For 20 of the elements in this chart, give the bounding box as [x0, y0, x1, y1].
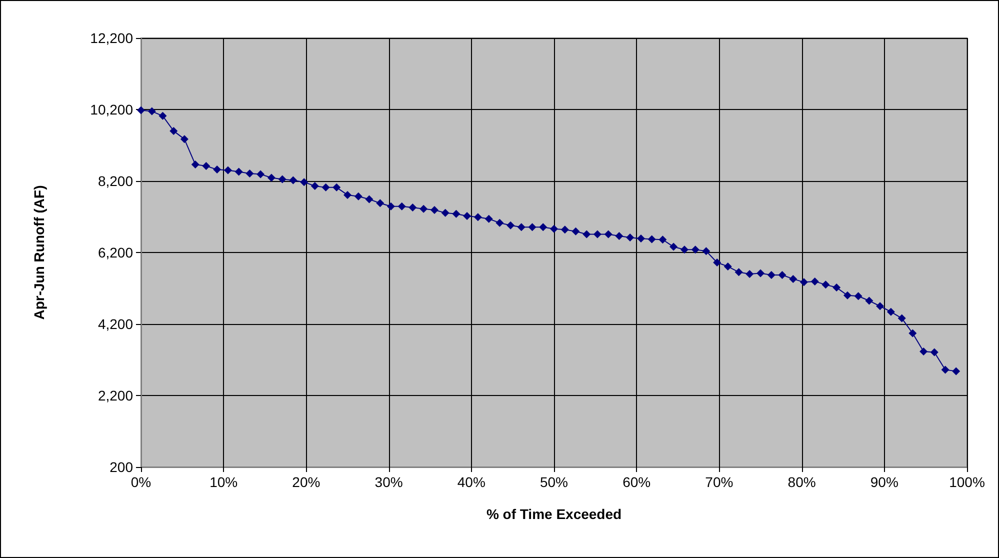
y-axis-title: Apr-Jun Runoff (AF) — [31, 185, 47, 320]
y-tick-label: 10,200 — [90, 102, 134, 118]
x-axis-title: % of Time Exceeded — [486, 506, 622, 522]
x-tick-label: 0% — [130, 474, 152, 490]
y-tick-label: 200 — [110, 459, 134, 475]
x-tick-label: 90% — [870, 474, 898, 490]
y-tick-label: 2,200 — [98, 388, 134, 404]
x-tick-label: 30% — [374, 474, 403, 490]
x-tick-label: 10% — [210, 474, 238, 490]
x-tick-label: 80% — [788, 474, 816, 490]
x-tick-label: 40% — [457, 474, 486, 490]
x-tick-label: 50% — [540, 474, 568, 490]
y-tick-label: 8,200 — [98, 173, 134, 189]
y-tick-label: 4,200 — [98, 316, 134, 332]
y-tick-label: 12,200 — [90, 30, 134, 46]
x-tick-label: 20% — [292, 474, 320, 490]
x-tick-label: 70% — [705, 474, 734, 490]
x-tick-label: 100% — [949, 474, 985, 490]
y-tick-label: 6,200 — [98, 244, 134, 260]
x-tick-label: 60% — [622, 474, 651, 490]
